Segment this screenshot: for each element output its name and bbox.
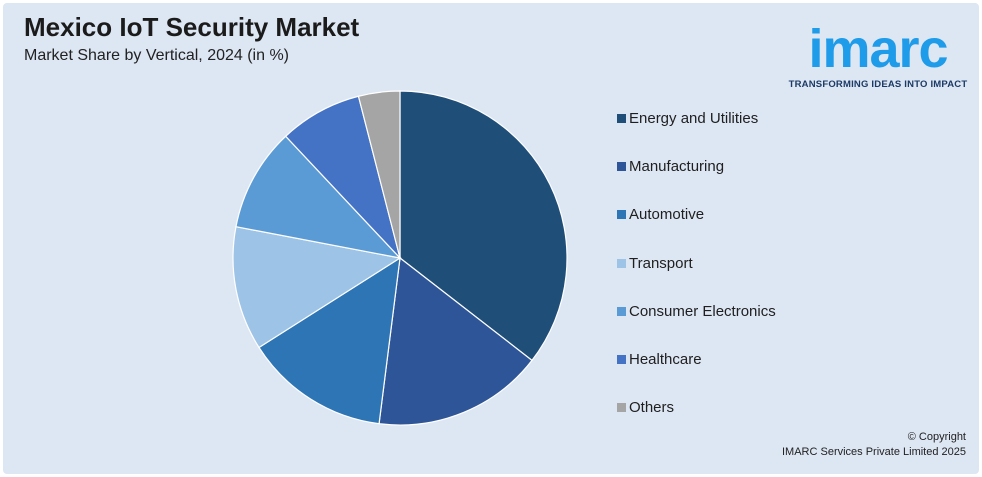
chart-title: Mexico IoT Security Market [24,12,360,42]
pie-slice-manufacturing [378,256,533,426]
legend-label-automotive: Automotive [629,206,705,224]
chart-subtitle: Market Share by Vertical, 2024 (in %) [24,47,290,64]
legend-label-energy-and-utilities: Energy and Utilities [629,110,759,127]
pie-slice-consumer-electronics [235,135,402,259]
legend-label-healthcare: Healthcare [629,351,702,368]
legend-swatch-automotive [617,210,626,220]
legend-swatch-manufacturing [617,162,626,172]
legend-swatch-others [617,403,626,413]
pie-slice-others [357,90,401,259]
pie-slice-transport [232,226,402,349]
imarc-logo: imarc TRANSFORMING IDEAS INTO IMPACT [784,10,972,94]
legend-swatch-energy-and-utilities [617,114,626,123]
legend-swatch-transport [617,258,626,268]
legend-label-transport: Transport [629,254,693,272]
pie-slice-automotive [258,256,401,425]
copyright-line-1: © Copyright [907,431,966,443]
legend-label-consumer-electronics: Consumer Electronics [629,302,776,320]
legend-label-others: Others [629,399,675,417]
legend-label-manufacturing: Manufacturing [629,158,725,176]
copyright-notice: © Copyright IMARC Services Private Limit… [782,430,966,460]
copyright-line-2: IMARC Services Private Limited 2025 [781,446,966,458]
legend-swatch-consumer-electronics [617,306,626,316]
pie-slice-energy-and-utilities [399,90,568,362]
logo-wordmark: imarc [808,19,948,79]
legend-swatch-healthcare [617,355,626,364]
logo-tagline: TRANSFORMING IDEAS INTO IMPACT [788,79,968,90]
